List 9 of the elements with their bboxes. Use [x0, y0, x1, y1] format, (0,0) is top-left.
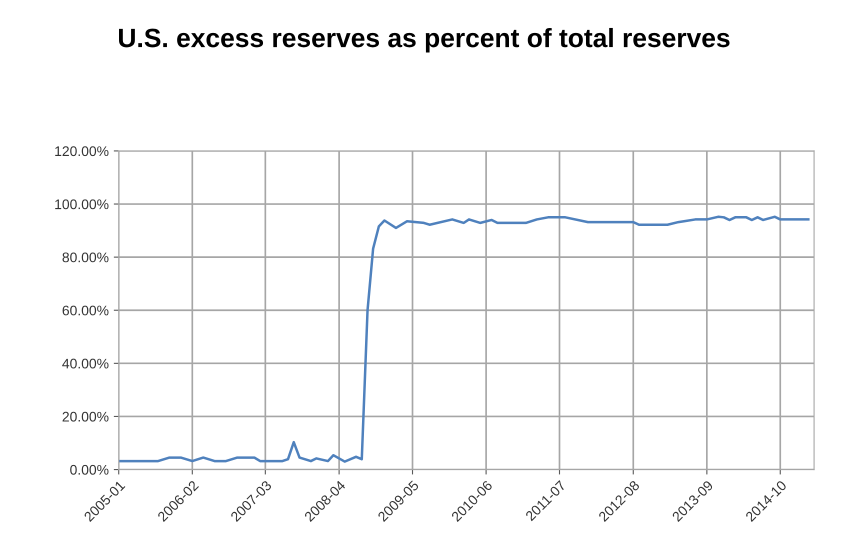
- y-tick-label: 60.00%: [62, 306, 109, 316]
- y-tick-label: 20.00%: [62, 412, 109, 422]
- chart-title: U.S. excess reserves as percent of total reserves: [119, 28, 730, 53]
- y-tick-label: 80.00%: [62, 252, 109, 262]
- y-tick-label: 40.00%: [62, 358, 109, 369]
- y-tick-label: 120.00%: [55, 146, 109, 156]
- y-tick-label: 0.00%: [70, 464, 109, 475]
- y-tick-label: 100.00%: [55, 199, 109, 210]
- line-series: [118, 216, 810, 463]
